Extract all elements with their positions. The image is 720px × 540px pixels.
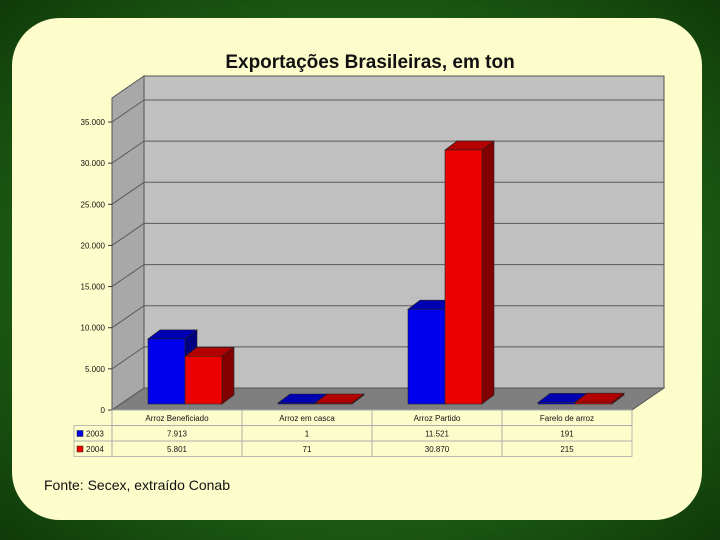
data-label: 71 xyxy=(303,445,312,454)
chart-title: Exportações Brasileiras, em ton xyxy=(225,52,515,73)
legend-swatch xyxy=(76,430,84,437)
bar-side xyxy=(221,346,235,405)
legend-swatch xyxy=(76,445,84,453)
y-tick-label: 10.000 xyxy=(81,324,106,333)
y-tick-label: 15.000 xyxy=(81,283,106,292)
category-label: Arroz Partido xyxy=(414,414,461,423)
data-label: 191 xyxy=(560,430,574,439)
source-note: Fonte: Secex, extraído Conab xyxy=(44,477,230,493)
data-label: 7.913 xyxy=(167,430,188,439)
bar xyxy=(184,355,223,405)
side-wall xyxy=(111,75,145,411)
data-label: 1 xyxy=(305,430,310,439)
data-label: 30.870 xyxy=(425,445,450,454)
category-label: Farelo de arroz xyxy=(540,414,594,423)
y-tick-label: 25.000 xyxy=(81,200,106,209)
gridline xyxy=(111,99,664,123)
back-wall xyxy=(143,75,665,389)
legend-label: 2003 xyxy=(86,430,104,439)
bar xyxy=(444,149,483,405)
bar xyxy=(147,338,186,405)
y-tick-label: 30.000 xyxy=(81,159,106,168)
bar-side xyxy=(481,140,495,405)
y-tick-label: 20.000 xyxy=(81,241,106,250)
category-label: Arroz em casca xyxy=(279,414,335,423)
y-tick-label: 0 xyxy=(101,406,106,415)
bar xyxy=(574,401,613,405)
table-cell xyxy=(501,440,633,457)
y-tick-label: 35.000 xyxy=(81,118,106,127)
data-label: 11.521 xyxy=(425,430,449,439)
bar xyxy=(537,402,576,405)
bar xyxy=(407,308,446,405)
bar xyxy=(277,402,316,405)
y-tick-label: 5.000 xyxy=(85,365,106,374)
category-label: Arroz Beneficiado xyxy=(145,414,209,423)
data-label: 215 xyxy=(560,445,574,454)
data-label: 5.801 xyxy=(167,445,188,454)
legend-label: 2004 xyxy=(86,445,104,454)
bar xyxy=(314,402,353,405)
